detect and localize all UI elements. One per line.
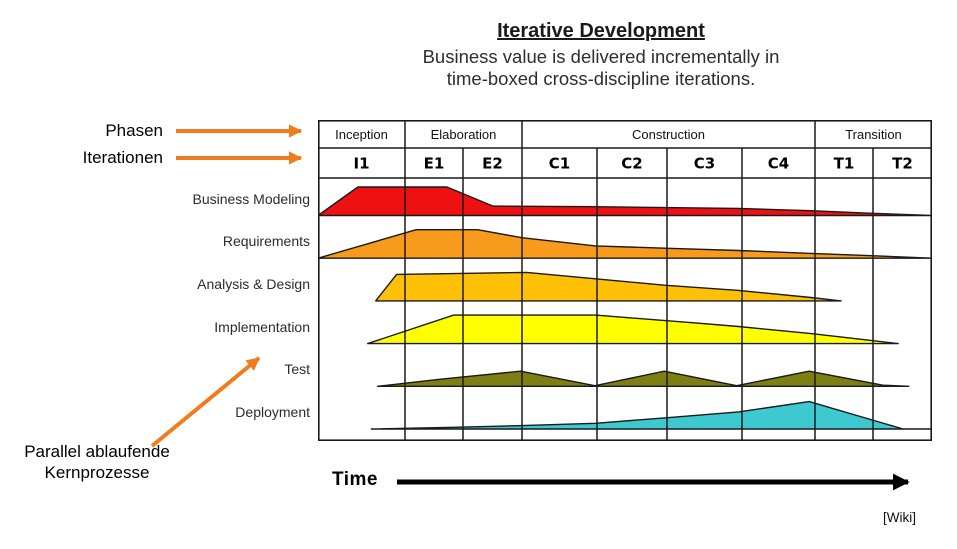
discipline-label-analysis-design: Analysis & Design (197, 275, 310, 292)
phase-cell-transition: Transition (845, 127, 902, 142)
hump-chart: Inception Elaboration Construction Transiti… (318, 120, 932, 441)
phase-cell-construction: Construction (632, 127, 705, 142)
iteration-cell-c4: C4 (768, 155, 789, 173)
iteration-cell-e2: E2 (482, 155, 503, 173)
slide-subtitle-line2: time-boxed cross-discipline iterations. (446, 68, 756, 89)
effort-hump-business-modeling (318, 186, 932, 217)
parallel-core-processes-label: Parallel ablaufende Kernprozesse (2, 441, 192, 483)
chart-border (318, 120, 932, 441)
phase-cell-inception: Inception (335, 127, 388, 142)
discipline-label-business-modeling: Business Modeling (192, 190, 310, 207)
slide-title: Iterative Development (497, 20, 705, 42)
slide-subtitle-line1: Business value is delivered incrementall… (422, 46, 780, 67)
iteration-cell-c1: C1 (549, 155, 570, 173)
effort-hump-requirements (318, 228, 932, 259)
effort-hump-deployment (370, 400, 932, 430)
discipline-label-deployment: Deployment (235, 404, 310, 420)
phases-annotation-label: Phasen (105, 121, 163, 140)
parallel-label-line1: Parallel ablaufende (24, 442, 170, 461)
iteration-cell-i1: I1 (353, 155, 369, 173)
source-credit: [Wiki] (883, 510, 916, 525)
time-axis-label: Time (332, 469, 379, 490)
effort-hump-test (376, 370, 910, 387)
effort-hump-analysis-design (375, 271, 842, 302)
iteration-cell-c2: C2 (621, 155, 642, 173)
discipline-label-test: Test (284, 361, 310, 378)
phase-cell-elaboration: Elaboration (431, 127, 497, 142)
discipline-label-requirements: Requirements (222, 233, 310, 250)
parallel-label-line2: Kernprozesse (44, 463, 150, 482)
iterations-annotation-label: Iterationen (82, 148, 163, 167)
effort-hump-implementation (367, 314, 899, 345)
iteration-cell-t1: T1 (834, 155, 855, 173)
iteration-cell-c3: C3 (694, 155, 715, 173)
discipline-label-implementation: Implementation (214, 318, 310, 335)
iteration-cell-t2: T2 (892, 155, 913, 173)
iteration-cell-e1: E1 (424, 155, 445, 173)
title-block: Iterative Development Business value is … (294, 20, 908, 90)
